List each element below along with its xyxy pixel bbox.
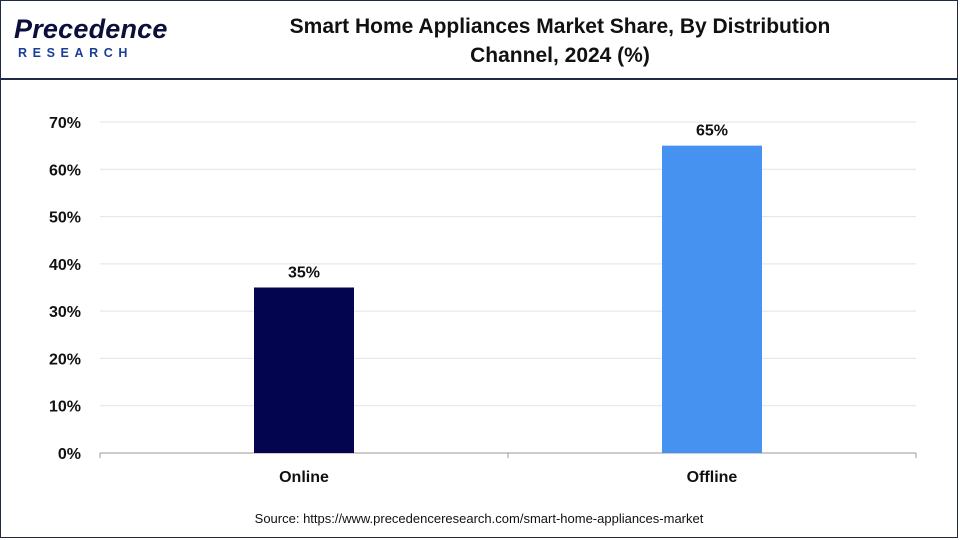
chart-title-line-1: Smart Home Appliances Market Share, By D… xyxy=(289,15,831,38)
chart-title: Smart Home Appliances Market Share, By D… xyxy=(190,12,930,70)
x-tick-label: Offline xyxy=(687,469,738,486)
bar xyxy=(662,145,762,453)
y-tick-label: 20% xyxy=(49,351,81,368)
header: Precedence RESEARCH Smart Home Appliance… xyxy=(0,0,958,80)
y-tick-label: 60% xyxy=(49,162,81,179)
x-tick-label: Online xyxy=(279,469,329,486)
logo-subtitle: RESEARCH xyxy=(18,46,133,60)
y-tick-label: 50% xyxy=(49,210,81,227)
bar xyxy=(254,287,354,453)
logo-name: Precedence xyxy=(14,14,168,44)
brand-logo: Precedence RESEARCH xyxy=(14,14,167,66)
chart-title-line-2: Channel, 2024 (%) xyxy=(470,44,650,67)
y-tick-label: 70% xyxy=(49,115,81,132)
y-tick-label: 10% xyxy=(49,399,81,416)
source-note: Source: https://www.precedenceresearch.c… xyxy=(254,511,704,526)
y-tick-label: 30% xyxy=(49,304,81,321)
data-label: 35% xyxy=(288,265,320,282)
y-tick-label: 40% xyxy=(49,257,81,274)
y-tick-label: 0% xyxy=(58,446,81,463)
data-label: 65% xyxy=(696,123,728,140)
